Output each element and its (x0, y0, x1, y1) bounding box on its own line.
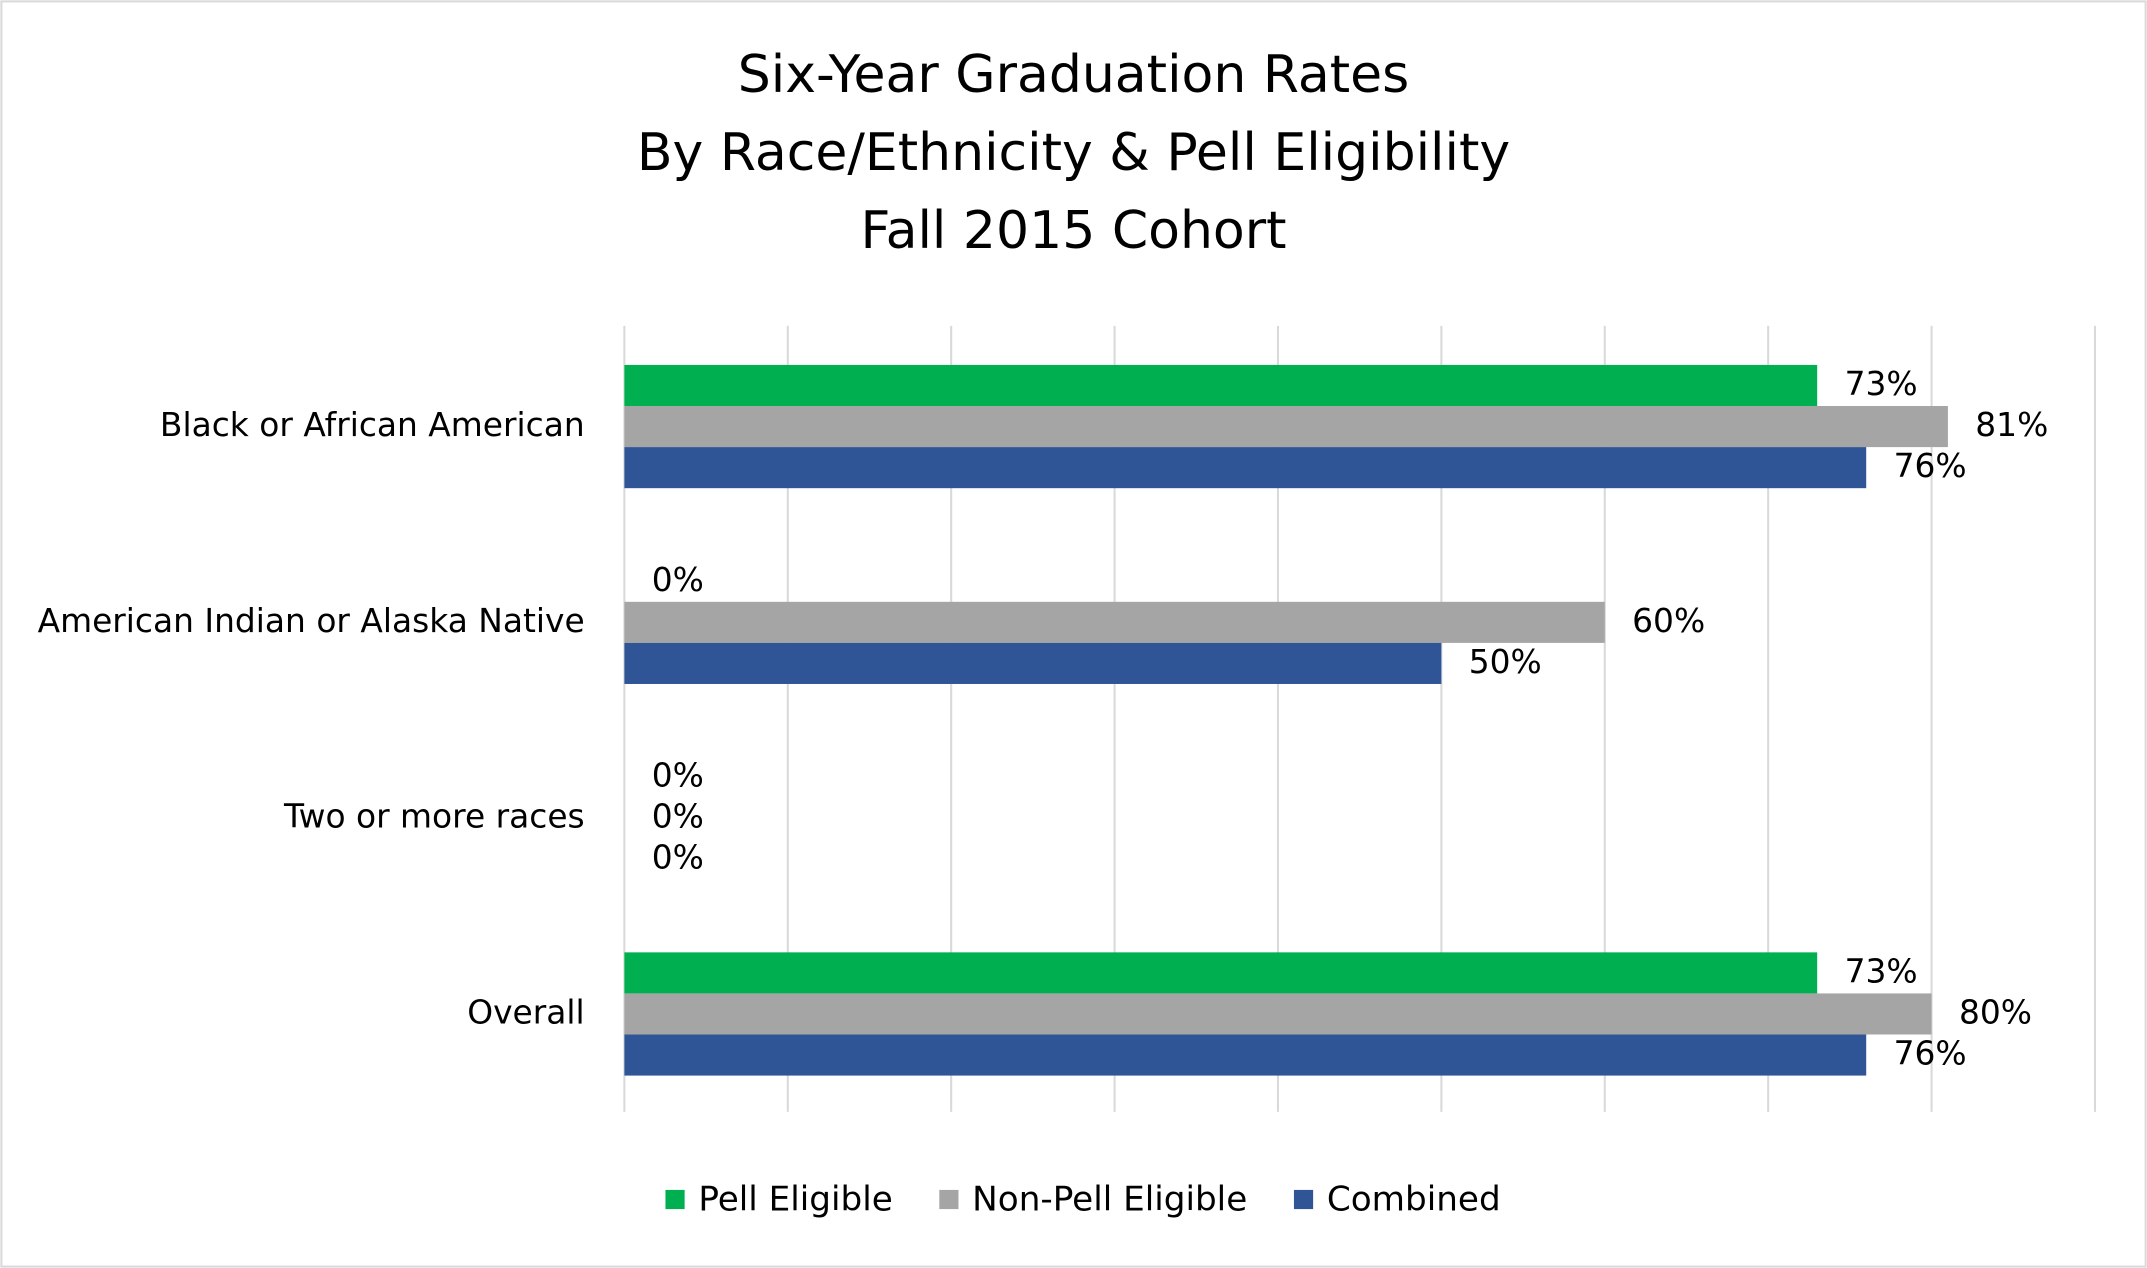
bar (624, 642, 1442, 684)
data-label: 50% (1469, 642, 1542, 681)
y-tick-label: Overall (467, 992, 584, 1031)
legend-swatch (665, 1189, 685, 1210)
legend-swatch (1293, 1189, 1314, 1210)
y-tick-label: American Indian or Alaska Native (38, 601, 585, 640)
chart-title: By Race/Ethnicity & Pell Eligibility (637, 123, 1510, 183)
bar (624, 993, 1932, 1035)
bar (624, 447, 1867, 489)
y-tick-label: Two or more races (283, 797, 585, 836)
data-label: 76% (1894, 1034, 1967, 1073)
bar (624, 1034, 1867, 1076)
bar (624, 601, 1605, 643)
data-label: 0% (652, 838, 704, 877)
legend-label: Combined (1327, 1179, 1501, 1219)
data-label: 76% (1894, 446, 1967, 485)
bar (624, 952, 1818, 994)
data-label: 81% (1975, 405, 2048, 444)
chart-title: Six-Year Graduation Rates (738, 45, 1409, 105)
data-label: 0% (652, 560, 704, 599)
data-label: 60% (1632, 601, 1705, 640)
chart-title: Fall 2015 Cohort (860, 201, 1286, 261)
data-label: 0% (652, 797, 704, 836)
bar (624, 406, 1948, 448)
legend-label: Non-Pell Eligible (972, 1179, 1247, 1219)
data-label: 73% (1845, 364, 1918, 403)
data-label: 80% (1959, 992, 2032, 1031)
y-tick-label: Black or African American (160, 405, 585, 444)
bar (624, 364, 1818, 407)
legend-swatch (939, 1189, 959, 1210)
data-label: 0% (652, 756, 704, 795)
data-label: 73% (1845, 951, 1918, 990)
legend-label: Pell Eligible (698, 1179, 893, 1219)
